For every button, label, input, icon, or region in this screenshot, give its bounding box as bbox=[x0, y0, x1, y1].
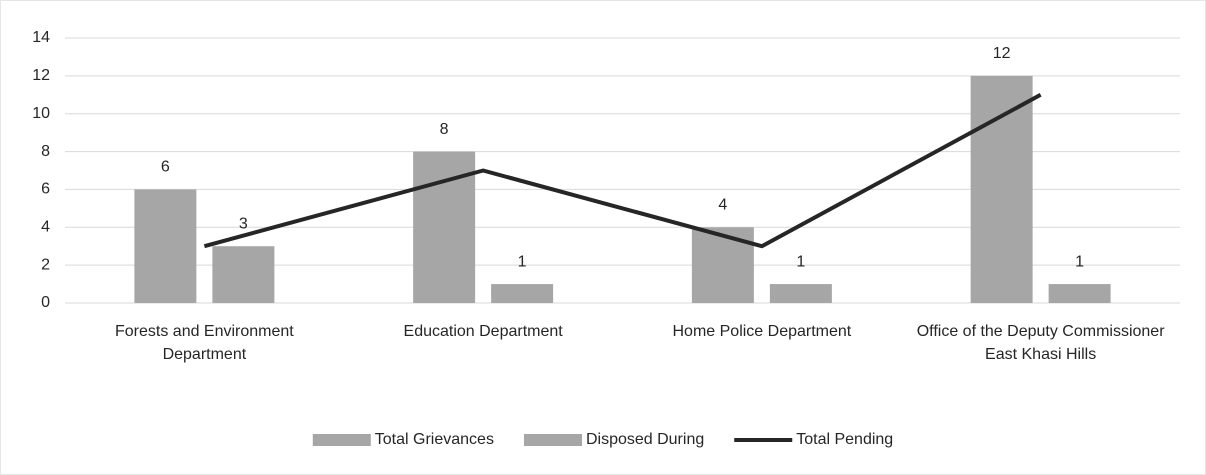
y-tick-label: 0 bbox=[41, 294, 50, 311]
y-tick-label: 6 bbox=[41, 181, 50, 198]
y-tick-label: 4 bbox=[41, 219, 50, 236]
data-label: 4 bbox=[718, 197, 727, 214]
legend-swatch bbox=[523, 434, 582, 446]
bar bbox=[970, 75, 1033, 303]
y-tick-label: 2 bbox=[41, 256, 50, 273]
line-series bbox=[203, 93, 1042, 249]
data-label: 8 bbox=[440, 121, 449, 138]
bar bbox=[691, 227, 754, 303]
x-tick-label: Education Department bbox=[403, 323, 563, 340]
x-tick-label: Office of the Deputy Commissioner East K… bbox=[916, 323, 1165, 363]
legend-label: Disposed During bbox=[586, 431, 704, 448]
legend-label: Total Pending bbox=[796, 431, 893, 448]
data-label: 3 bbox=[239, 215, 248, 232]
bar bbox=[491, 284, 554, 303]
data-label: 1 bbox=[796, 253, 805, 270]
x-tick-label: Forests and Environment Department bbox=[115, 323, 294, 363]
x-tick-label: Home Police Department bbox=[672, 323, 852, 340]
y-tick-label: 8 bbox=[41, 143, 50, 160]
data-label: 12 bbox=[993, 45, 1011, 62]
data-label: 1 bbox=[1075, 253, 1084, 270]
data-label: 6 bbox=[161, 159, 170, 176]
data-label: 1 bbox=[518, 253, 527, 270]
bar bbox=[212, 246, 275, 303]
legend-swatch bbox=[312, 434, 371, 446]
y-tick-label: 14 bbox=[32, 29, 50, 46]
bar bbox=[769, 284, 832, 303]
y-tick-label: 10 bbox=[32, 105, 50, 122]
y-tick-label: 12 bbox=[32, 67, 50, 84]
bar bbox=[134, 189, 197, 303]
bar bbox=[1048, 284, 1111, 303]
legend-label: Total Grievances bbox=[375, 431, 494, 448]
